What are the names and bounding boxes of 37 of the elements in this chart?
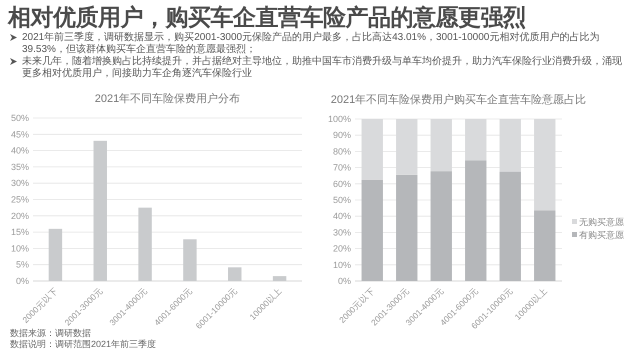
chart-title: 2021年不同车险保费用户购买车企直营车险意愿占比 bbox=[330, 93, 586, 106]
y-tick-label: 100% bbox=[328, 114, 351, 124]
legend-label: 无购买意愿 bbox=[579, 217, 624, 227]
y-tick-label: 0% bbox=[16, 276, 29, 286]
y-tick-label: 45% bbox=[10, 129, 29, 140]
y-tick-label: 25% bbox=[10, 194, 29, 204]
y-tick-label: 5% bbox=[16, 260, 29, 270]
text: 未来几年，随着增换购占比持续提升，并占据绝对主导地位，助推中国车市消费升级与单车均价提升，助力汽车保险行业消费升级，涌现更多相对优质用户，间接助力车企角逐汽车保险行业 bbox=[21, 56, 622, 80]
y-tick-label: 80% bbox=[332, 146, 351, 156]
text: 相对优质用户，购买车企直营车险产品的意愿更强烈 bbox=[8, 3, 526, 32]
y-tick-label: 15% bbox=[10, 227, 29, 238]
y-tick-label: 35% bbox=[10, 162, 29, 172]
y-tick-label: 50% bbox=[332, 195, 351, 205]
y-tick-label: 10% bbox=[332, 260, 351, 270]
y-tick-label: 90% bbox=[332, 130, 351, 140]
y-tick-label: 30% bbox=[332, 227, 351, 238]
text: 2021年前三季度，调研数据显示，购买2001-3000元保险产品的用户最多，占比高达43.01%，3001-10000元相对优质用户的占比为39.53%，但该群体购买车企直营车险的意愿最强烈； bbox=[21, 32, 600, 56]
bar bbox=[500, 172, 521, 281]
bar bbox=[396, 174, 418, 281]
y-tick-label: 40% bbox=[10, 146, 29, 156]
y-tick-label: 20% bbox=[332, 244, 351, 254]
source-note: 数据来源：调研数据 bbox=[10, 327, 91, 340]
y-tick-label: 0% bbox=[338, 276, 351, 286]
y-tick-label: 20% bbox=[10, 210, 29, 221]
y-tick-label: 30% bbox=[10, 178, 29, 188]
bar bbox=[465, 160, 486, 281]
chart-title: 2021年不同车险保费用户分布 bbox=[94, 92, 240, 105]
y-tick-label: 60% bbox=[332, 178, 351, 189]
y-tick-label: 10% bbox=[10, 243, 29, 254]
bar bbox=[430, 171, 452, 281]
bar bbox=[362, 180, 383, 281]
text: 数据说明：调研范围2021年前三季度 bbox=[10, 338, 156, 351]
y-tick-label: 70% bbox=[332, 162, 351, 173]
y-tick-label: 40% bbox=[332, 211, 351, 222]
legend-label: 有购买意愿 bbox=[579, 230, 624, 240]
y-tick-label: 50% bbox=[10, 113, 29, 123]
bar bbox=[534, 210, 556, 281]
